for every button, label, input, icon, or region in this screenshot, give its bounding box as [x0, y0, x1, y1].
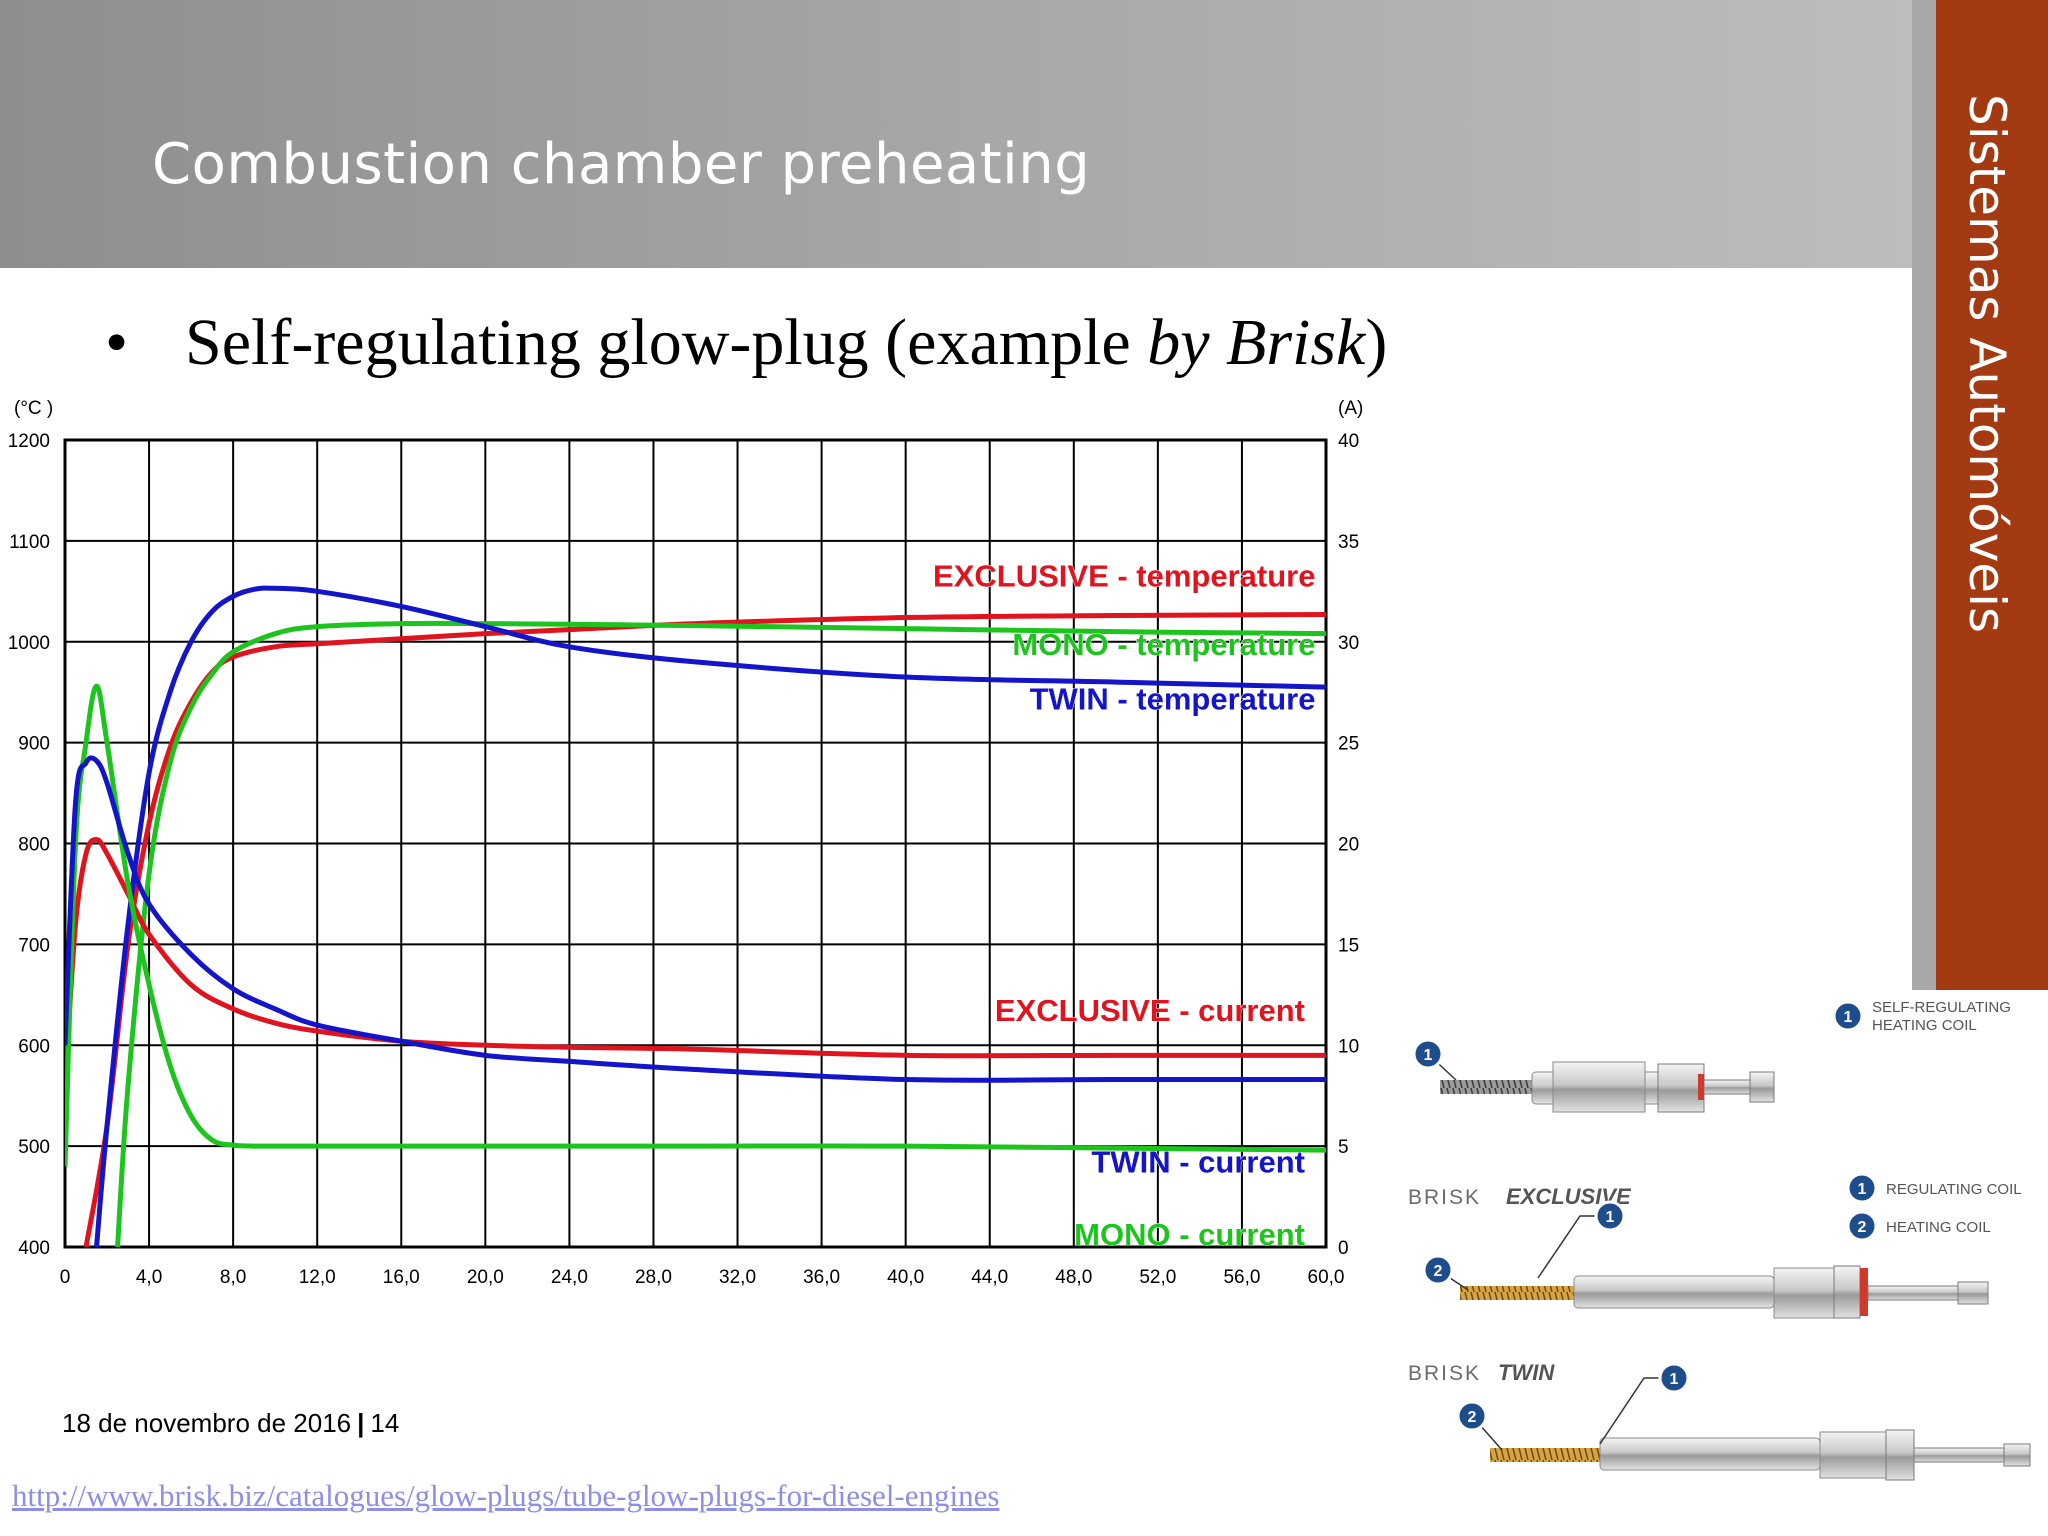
plot-frame	[63, 438, 1328, 1249]
y-left-tick-label: 1100	[9, 532, 50, 553]
chart-series	[65, 585, 1326, 1247]
glow-plug-chart: 0 4,0 8,0 12,0 16,0 20,0 24,0 28,0 32,0 36,0 40,0 4…	[0, 392, 1380, 1292]
series-mono-current	[65, 683, 1326, 1167]
y-right-tick-label: 5	[1338, 1137, 1349, 1158]
svg-text:REGULATING COIL: REGULATING COIL	[1886, 1181, 2022, 1198]
exclusive-plug	[1460, 1265, 1989, 1319]
svg-text:HEATING COIL: HEATING COIL	[1886, 1219, 1991, 1236]
x-tick-label: 52,0	[1139, 1267, 1176, 1288]
footer-page-number: 14	[370, 1408, 400, 1438]
svg-text:HEATING COIL: HEATING COIL	[1872, 1017, 1977, 1034]
series-twin-temperature	[94, 585, 1326, 1247]
svg-text:2: 2	[1858, 1219, 1867, 1236]
y-left-tick-label: 900	[18, 734, 50, 755]
source-link[interactable]: http://www.brisk.biz/catalogues/glow-plu…	[12, 1478, 1000, 1513]
exclusive-heading: BRISK EXCLUSIVE	[1408, 1184, 1632, 1209]
x-tick-label: 24,0	[551, 1267, 588, 1288]
svg-text:1: 1	[1844, 1009, 1853, 1026]
y-left-axis-label: (°C )	[14, 398, 53, 419]
label-mono-current: MONO - current	[1074, 1217, 1305, 1252]
x-tick-label: 28,0	[635, 1267, 672, 1288]
x-tick-label: 16,0	[383, 1267, 420, 1288]
x-tick-label: 12,0	[299, 1267, 336, 1288]
x-tick-label: 8,0	[220, 1267, 246, 1288]
svg-text:1: 1	[1424, 1047, 1433, 1064]
mono-legend-item: 1 SELF-REGULATING HEATING COIL	[1832, 999, 2011, 1034]
header-divider	[1912, 0, 1936, 990]
y-left-tick-label: 800	[18, 835, 50, 856]
chart-background	[0, 392, 1380, 1292]
exclusive-legend-item-2: 2 HEATING COIL	[1846, 1210, 1991, 1242]
exclusive-callout-marker-2: 2	[1422, 1254, 1469, 1291]
y-right-tick-label: 25	[1338, 734, 1359, 755]
x-tick-label: 32,0	[719, 1267, 756, 1288]
bullet-text: Self-regulating glow-plug (example	[185, 306, 1148, 379]
y-left-tick-label: 1000	[8, 633, 50, 654]
label-exclusive-current: EXCLUSIVE - current	[995, 993, 1305, 1028]
footer-date: 18 de novembro de 2016 | 14	[62, 1408, 399, 1439]
label-mono-temperature: MONO - temperature	[1012, 627, 1315, 662]
y-right-tick-label: 20	[1338, 835, 1359, 856]
svg-text:TWIN: TWIN	[1498, 1360, 1555, 1385]
svg-text:1: 1	[1670, 1371, 1679, 1388]
mono-callout-marker-1: 1	[1412, 1038, 1457, 1081]
exclusive-callout-marker-1: 1	[1537, 1200, 1626, 1279]
bullet-text-suffix: )	[1365, 306, 1388, 379]
y-left-tick-label: 1200	[8, 431, 50, 452]
svg-text:2: 2	[1434, 1263, 1443, 1280]
label-exclusive-temperature: EXCLUSIVE - temperature	[933, 558, 1315, 593]
y-right-tick-label: 40	[1338, 431, 1359, 452]
twin-plug	[1490, 1429, 2031, 1481]
twin-callout-marker-2: 2	[1456, 1400, 1503, 1451]
series-mono-temperature	[115, 620, 1326, 1247]
label-twin-temperature: TWIN - temperature	[1030, 681, 1316, 716]
y-left-tick-label: 600	[18, 1036, 50, 1057]
y-right-tick-label: 30	[1338, 633, 1359, 654]
x-tick-label: 48,0	[1055, 1267, 1092, 1288]
label-twin-current: TWIN - current	[1091, 1144, 1305, 1179]
bullet-marker: •	[105, 306, 129, 379]
svg-text:1: 1	[1606, 1209, 1615, 1226]
y-right-axis-label: (A)	[1338, 398, 1363, 419]
y-left-tick-label: 400	[18, 1238, 50, 1259]
bullet-text-italic: by Brisk	[1147, 306, 1366, 379]
svg-text:BRISK: BRISK	[1408, 1186, 1481, 1209]
y-right-tick-label: 10	[1338, 1036, 1359, 1057]
chart-annotations: EXCLUSIVE - temperature MONO - temperatur…	[933, 558, 1316, 1253]
side-strip	[1936, 0, 2048, 990]
chart-axes: 0 4,0 8,0 12,0 16,0 20,0 24,0 28,0 32,0 36,0 40,0 4…	[8, 398, 1364, 1288]
glow-plug-drawing: 1 1 SELF-REGULATING HEATING COIL BRISK E…	[1408, 999, 2031, 1481]
x-tick-label: 36,0	[803, 1267, 840, 1288]
y-right-tick-label: 35	[1338, 532, 1359, 553]
bullet-point: • Self-regulating glow-plug (example by B…	[105, 305, 1387, 381]
y-right-tick-label: 0	[1338, 1238, 1349, 1259]
x-tick-label: 4,0	[136, 1267, 162, 1288]
glow-plug-illustrations: 1 1 SELF-REGULATING HEATING COIL BRISK E…	[1398, 992, 2048, 1536]
title-band	[0, 0, 1912, 268]
exclusive-legend-item-1: 1 REGULATING COIL	[1846, 1172, 2022, 1204]
x-tick-label: 40,0	[887, 1267, 924, 1288]
svg-text:SELF-REGULATING: SELF-REGULATING	[1872, 999, 2011, 1016]
side-strip-label: Sistemas Automóveis	[1958, 94, 2016, 634]
svg-text:1: 1	[1858, 1181, 1867, 1198]
x-tick-label: 20,0	[467, 1267, 504, 1288]
svg-text:BRISK: BRISK	[1408, 1362, 1481, 1385]
y-left-tick-label: 500	[18, 1137, 50, 1158]
x-tick-label: 0	[60, 1267, 71, 1288]
y-left-tick-label: 700	[18, 935, 50, 956]
series-twin-current	[65, 755, 1326, 1083]
footer-separator: |	[357, 1408, 365, 1438]
twin-heading: BRISK TWIN	[1408, 1360, 1555, 1385]
twin-callout-marker-1: 1	[1599, 1362, 1690, 1445]
footer-date-text: 18 de novembro de 2016	[62, 1408, 352, 1438]
x-tick-label: 56,0	[1223, 1267, 1260, 1288]
slide-title: Combustion chamber preheating	[152, 132, 1091, 197]
svg-text:2: 2	[1468, 1409, 1477, 1426]
mono-plug	[1440, 1061, 1775, 1113]
x-tick-label: 60,0	[1308, 1267, 1345, 1288]
y-right-tick-label: 15	[1338, 935, 1359, 956]
series-exclusive-current	[65, 836, 1326, 1086]
x-tick-label: 44,0	[971, 1267, 1008, 1288]
